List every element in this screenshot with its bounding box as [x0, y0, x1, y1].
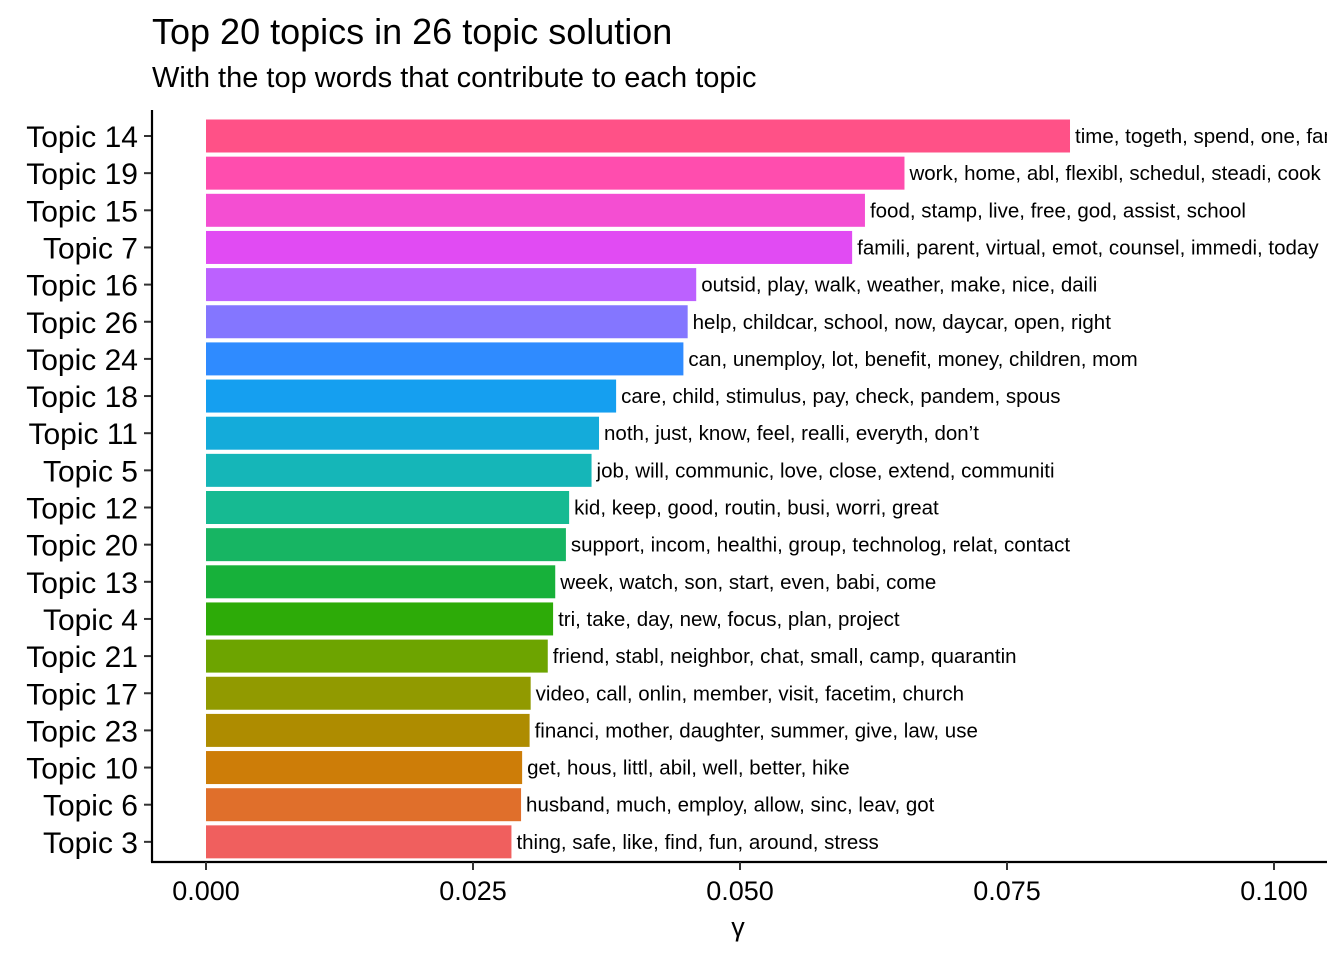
y-tick-label: Topic 5	[43, 455, 138, 488]
x-tick-label: 0.000	[172, 876, 240, 906]
bar	[206, 268, 697, 302]
y-tick-label: Topic 12	[26, 493, 138, 526]
y-tick-label: Topic 15	[26, 195, 138, 228]
y-tick-label: Topic 23	[26, 715, 138, 748]
bar-word-label: financi, mother, daughter, summer, give,…	[535, 719, 978, 742]
bar-word-label: famili, parent, virtual, emot, counsel, …	[857, 236, 1319, 259]
y-tick-label: Topic 20	[26, 530, 138, 563]
y-tick-label: Topic 4	[43, 604, 138, 637]
bar	[206, 751, 523, 785]
axes-layer	[144, 110, 1327, 870]
bar-word-label: week, watch, son, start, even, babi, com…	[559, 571, 936, 594]
x-tick-label: 0.075	[973, 876, 1041, 906]
bar	[206, 453, 592, 487]
bar	[206, 342, 684, 376]
y-tick-label: Topic 11	[28, 418, 138, 451]
bars-layer	[206, 119, 1071, 859]
y-tick-label: Topic 3	[43, 827, 138, 860]
x-tick-label: 0.100	[1240, 876, 1308, 906]
bar	[206, 119, 1071, 153]
bar	[206, 528, 566, 562]
bar	[206, 825, 512, 859]
chart-title: Top 20 topics in 26 topic solution	[152, 11, 673, 52]
y-tick-label: Topic 13	[26, 567, 138, 600]
bar-word-label: work, home, abl, flexibl, schedul, stead…	[908, 162, 1321, 185]
bar-word-label: outsid, play, walk, weather, make, nice,…	[701, 274, 1097, 297]
x-tick-label: 0.050	[706, 876, 774, 906]
bar-word-label: help, childcar, school, now, daycar, ope…	[693, 311, 1112, 334]
y-tick-label: Topic 14	[26, 121, 138, 154]
tick-labels-layer: Topic 14 Topic 19 Topic 15 Topic 7 Topic 16 T…	[26, 121, 1308, 906]
bar-word-label: thing, safe, like, find, fun, around, st…	[516, 831, 878, 854]
bar	[206, 788, 522, 822]
y-tick-label: Topic 6	[43, 790, 138, 823]
bar	[206, 379, 617, 413]
bar-word-label: tri, take, day, new, focus, plan, projec…	[558, 608, 900, 631]
x-tick-label: 0.025	[439, 876, 507, 906]
y-tick-label: Topic 18	[26, 381, 138, 414]
bar	[206, 305, 688, 339]
y-tick-label: Topic 17	[26, 678, 138, 711]
bar-word-label: food, stamp, live, free, god, assist, sc…	[870, 199, 1246, 222]
x-axis-label: γ	[731, 912, 745, 942]
y-tick-label: Topic 21	[26, 641, 138, 674]
bar-word-label: time, togeth, spend, one, famili	[1075, 125, 1344, 148]
bar	[206, 416, 600, 450]
bar-word-label: husband, much, employ, allow, sinc, leav…	[526, 794, 935, 817]
bar	[206, 193, 865, 227]
word-labels-layer: time, togeth, spend, one, famili work, ho…	[516, 125, 1344, 854]
y-tick-label: Topic 24	[26, 344, 138, 377]
bar-word-label: get, hous, littl, abil, well, better, hi…	[527, 757, 849, 780]
y-tick-label: Topic 26	[26, 307, 138, 340]
y-tick-label: Topic 16	[26, 270, 138, 303]
bar-word-label: friend, stabl, neighbor, chat, small, ca…	[553, 645, 1017, 668]
bar-word-label: can, unemploy, lot, benefit, money, chil…	[688, 348, 1137, 371]
bar	[206, 230, 853, 264]
bar-word-label: care, child, stimulus, pay, check, pande…	[621, 385, 1060, 408]
bar-word-label: support, incom, healthi, group, technolo…	[571, 534, 1070, 557]
bar-word-label: video, call, onlin, member, visit, facet…	[536, 682, 964, 705]
bar	[206, 639, 548, 673]
bar-word-label: noth, just, know, feel, realli, everyth,…	[604, 422, 979, 445]
bar	[206, 156, 905, 190]
y-tick-label: Topic 19	[26, 158, 138, 191]
bar	[206, 676, 531, 710]
chart-subtitle: With the top words that contribute to ea…	[152, 62, 757, 94]
bar	[206, 565, 556, 599]
bar	[206, 602, 554, 636]
bar	[206, 491, 570, 524]
y-tick-label: Topic 7	[43, 232, 138, 265]
bar-word-label: job, will, communic, love, close, extend…	[596, 459, 1055, 482]
bar	[206, 713, 530, 747]
y-tick-label: Topic 10	[26, 753, 138, 786]
bar-word-label: kid, keep, good, routin, busi, worri, gr…	[574, 497, 939, 520]
